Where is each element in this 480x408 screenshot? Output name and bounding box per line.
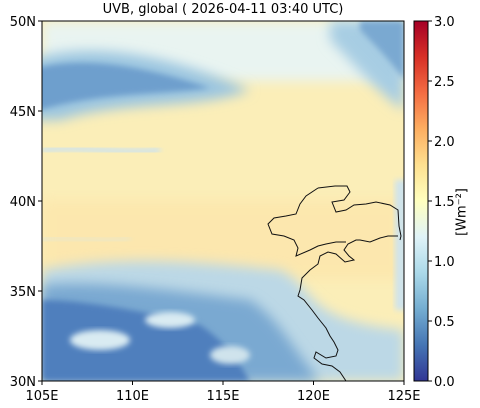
map-title: UVB, global ( 2026-04-11 03:40 UTC) [102, 2, 344, 17]
colorbar-label: [Wm⁻²] [455, 188, 470, 236]
uvb-field [42, 21, 404, 381]
lat-tick: 50N [10, 15, 36, 30]
colorbar-gradient [413, 20, 429, 382]
lon-tick: 105E [25, 389, 58, 404]
lat-axis: 50N 45N 40N 35N 30N [10, 15, 42, 390]
lon-tick: 110E [116, 389, 149, 404]
lon-tick: 125E [387, 389, 420, 404]
lon-tick: 120E [297, 389, 330, 404]
colorbar-tick: 1.0 [434, 255, 455, 270]
colorbar-tick: 1.5 [434, 195, 455, 210]
coastline [267, 185, 402, 381]
colorbar-tick: 0.0 [434, 375, 455, 390]
lon-axis: 105E 110E 115E 120E 125E [25, 381, 421, 404]
colorbar-tick: 3.0 [434, 15, 455, 30]
lat-tick: 35N [10, 285, 36, 300]
colorbar-tick: 2.5 [434, 75, 455, 90]
lat-tick: 45N [10, 105, 36, 120]
colorbar-tick: 0.5 [434, 315, 455, 330]
colorbar-label-text: [Wm⁻²] [454, 188, 470, 236]
colorbar: 3.0 2.5 2.0 1.5 1.0 0.5 0.0 [413, 15, 455, 390]
lat-tick: 30N [10, 375, 36, 390]
lon-tick: 115E [206, 389, 239, 404]
lat-tick: 40N [10, 195, 36, 210]
colorbar-tick: 2.0 [434, 135, 455, 150]
